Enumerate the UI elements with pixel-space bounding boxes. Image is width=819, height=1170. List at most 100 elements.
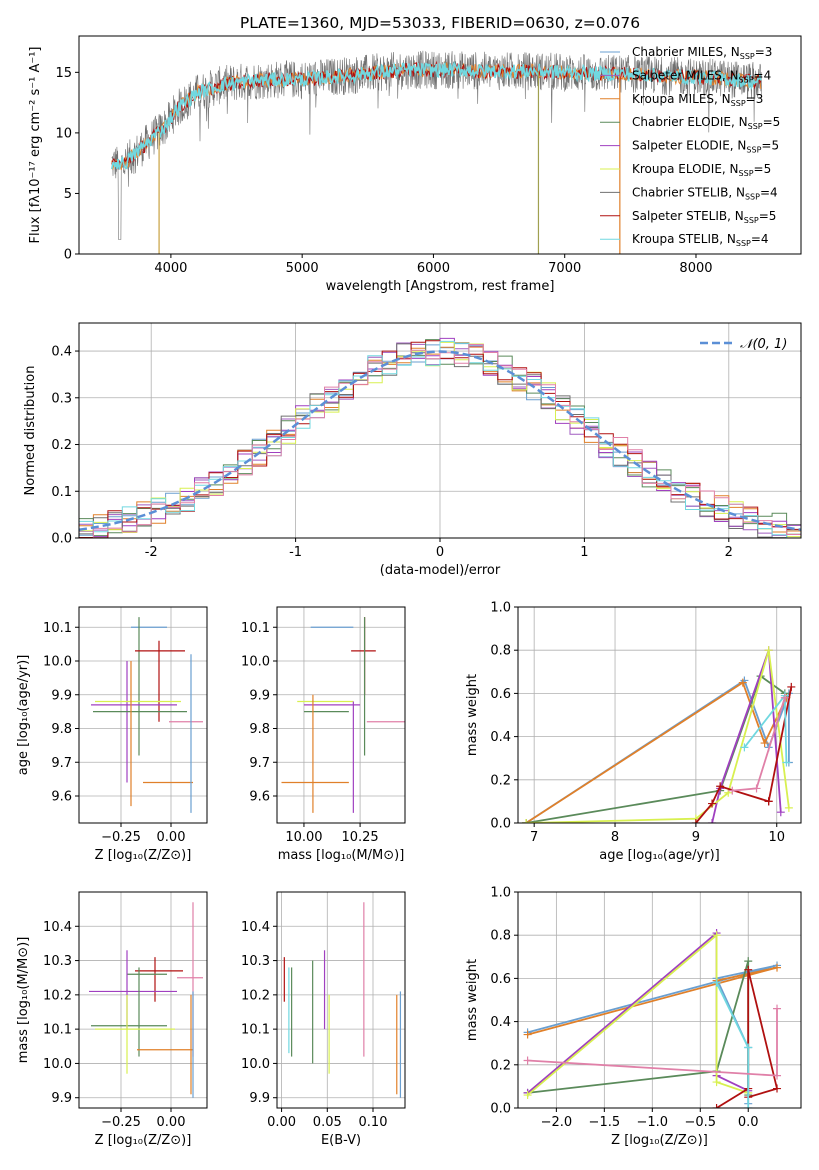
plot-area (522, 646, 796, 823)
x-axis-label: Z [log₁₀(Z/Z⊙)] (95, 1133, 192, 1148)
y-tick-label: 0.4 (51, 345, 72, 360)
x-tick-label: 5000 (286, 261, 319, 276)
plot-area (281, 617, 405, 813)
model-spectrum (111, 60, 762, 170)
y-tick-label: 9.7 (249, 756, 270, 771)
legend-label: Salpeter MILES, N (632, 68, 739, 82)
axes-frame (276, 891, 406, 1109)
y-tick-label: 0.0 (51, 532, 72, 547)
y-tick-label: 0.0 (490, 817, 511, 832)
x-tick-label: 9 (692, 830, 700, 845)
series-marker (724, 788, 733, 797)
series-marker (744, 957, 753, 966)
series-line (527, 933, 749, 1096)
plot-area (89, 902, 203, 1098)
legend-entry: Chabrier STELIB, NSSP=4 (632, 185, 778, 201)
y-tick-label: 9.8 (51, 722, 72, 737)
y-tick-label: 0.0 (490, 1102, 511, 1117)
y-tick-label: 1.0 (490, 886, 511, 901)
y-tick-label: 0.8 (490, 644, 511, 659)
x-tick-label: 0.00 (157, 830, 186, 845)
series-marker (728, 786, 737, 795)
x-axis-label: (data-model)/error (380, 563, 501, 578)
x-tick-label: 4000 (154, 261, 187, 276)
legend-label: Kroupa MILES, N (632, 92, 731, 106)
y-tick-label: 0.1 (51, 485, 72, 500)
legend-sub: SSP (736, 239, 751, 248)
x-tick-label: 0.05 (313, 1115, 342, 1130)
x-tick-label: −2.0 (541, 1115, 573, 1130)
x-axis-label: age [log₁₀(age/yr)] (599, 848, 720, 863)
x-tick-label: 0 (436, 545, 444, 560)
y-tick-label: 0.6 (490, 972, 511, 987)
legend-entry: Chabrier MILES, NSSP=3 (632, 45, 772, 61)
legend-sub: SSP (740, 52, 755, 61)
legend-sub: SSP (745, 192, 760, 201)
series-marker (740, 743, 749, 752)
series-marker (782, 758, 791, 767)
plot-area (283, 902, 402, 1098)
legend-suffix: =5 (754, 162, 772, 176)
legend-sub: SSP (739, 75, 754, 84)
y-tick-label: 10.0 (241, 655, 270, 670)
y-tick-label: 15 (55, 66, 72, 81)
y-tick-label: 9.6 (249, 790, 270, 805)
normal-curve (79, 350, 801, 532)
legend-entry: Salpeter ELODIE, NSSP=5 (632, 139, 779, 155)
y-tick-label: 10.1 (241, 621, 270, 636)
axes-panel-0: 4000 5000 6000 7000 8000 0 5 10 15 wavelength [An… (28, 35, 802, 294)
y-tick-label: 10.2 (241, 988, 270, 1003)
x-tick-label: 7 (530, 830, 538, 845)
x-tick-label: 8 (611, 830, 619, 845)
x-tick-label: 8000 (679, 261, 712, 276)
y-tick-label: 10.0 (43, 655, 72, 670)
y-tick-label: 10.4 (241, 920, 270, 935)
y-tick-label: 10.3 (241, 954, 270, 969)
plot-area (79, 337, 801, 538)
x-axis-label: Z [log₁₀(Z/Z⊙)] (611, 1133, 708, 1148)
series-marker (691, 819, 700, 823)
plot-area (111, 50, 762, 254)
x-tick-label: −1.0 (637, 1115, 669, 1130)
y-tick-label: 9.8 (249, 722, 270, 737)
axes-frame (276, 606, 406, 824)
legend-suffix: =4 (751, 232, 769, 246)
series-line (525, 674, 786, 823)
y-tick-label: 10.1 (43, 621, 72, 636)
legend-sub: SSP (746, 146, 761, 155)
x-tick-label: -2 (145, 545, 158, 560)
axes-frame (78, 606, 208, 824)
legend-entry: 𝒩(0, 1) (740, 337, 787, 352)
series-marker (773, 1084, 782, 1093)
x-tick-label: −1.5 (589, 1115, 621, 1130)
series-marker (752, 784, 761, 793)
series-marker (773, 963, 782, 972)
y-axis-label: mass weight (465, 674, 480, 756)
series-marker (760, 739, 769, 748)
axes-frame (78, 891, 208, 1109)
legend-suffix: =5 (763, 115, 781, 129)
y-tick-label: 9.7 (51, 756, 72, 771)
series-marker (780, 693, 789, 702)
model-spectrum (111, 61, 762, 170)
legend-entry: Kroupa STELIB, NSSP=4 (632, 232, 769, 248)
x-tick-label: −0.25 (101, 830, 141, 845)
x-tick-label: -1 (289, 545, 302, 560)
chart-title: PLATE=1360, MJD=53033, FIBERID=0630, z=0… (240, 14, 640, 32)
x-tick-label: −0.25 (101, 1115, 141, 1130)
axes-mass-vs-Z: −0.25 0.00 9.9 10.0 10.1 10.2 10.3 10.4 Z [log₁₀… (16, 891, 208, 1148)
y-tick-label: 9.9 (249, 688, 270, 703)
histogram-series (79, 344, 801, 538)
series-marker (708, 819, 717, 823)
series-marker (716, 782, 725, 791)
x-axis-label: E(B-V) (321, 1133, 361, 1148)
series-marker (712, 978, 721, 987)
legend-label: Chabrier MILES, N (632, 45, 740, 59)
y-tick-label: 1.0 (490, 601, 511, 616)
series-marker (776, 808, 785, 817)
legend-suffix: =5 (761, 139, 779, 153)
y-tick-label: 10.0 (43, 1057, 72, 1072)
y-tick-label: 9.6 (51, 790, 72, 805)
x-axis-label: mass [log₁₀(M/M⊙)] (278, 848, 405, 863)
y-tick-label: 9.9 (249, 1091, 270, 1106)
